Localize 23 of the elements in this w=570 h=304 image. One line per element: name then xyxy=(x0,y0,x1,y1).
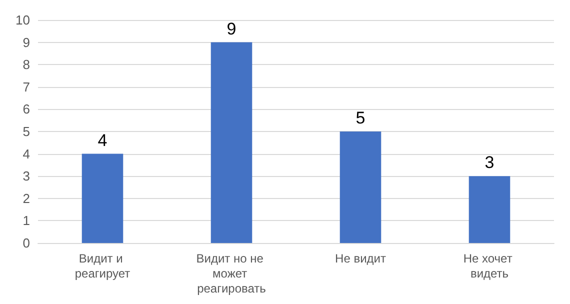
y-tick-label: 6 xyxy=(22,102,30,117)
data-label: 4 xyxy=(98,130,108,150)
data-label: 3 xyxy=(484,153,494,172)
x-tick-label: Не видит xyxy=(335,252,386,266)
bar xyxy=(468,176,510,243)
bar xyxy=(340,132,382,243)
x-tick-label: Не хочет видеть xyxy=(463,252,516,280)
bar xyxy=(210,42,252,243)
x-tick-label: Видит и реагирует xyxy=(74,252,131,280)
y-tick-label: 3 xyxy=(22,168,30,184)
y-tick-label: 8 xyxy=(22,57,30,72)
y-tick-label: 5 xyxy=(22,124,30,139)
y-tick-label: 10 xyxy=(16,12,30,28)
data-label: 5 xyxy=(356,108,366,128)
bar xyxy=(82,154,124,243)
data-label: 9 xyxy=(226,19,236,38)
y-tick-label: 4 xyxy=(22,146,30,162)
x-tick-label: Видит но не может реагировать xyxy=(196,252,267,296)
y-tick-label: 2 xyxy=(22,190,30,206)
y-tick-label: 1 xyxy=(22,213,30,228)
y-tick-label: 0 xyxy=(22,236,30,250)
y-tick-label: 9 xyxy=(22,34,30,50)
y-tick-label: 7 xyxy=(22,79,30,94)
